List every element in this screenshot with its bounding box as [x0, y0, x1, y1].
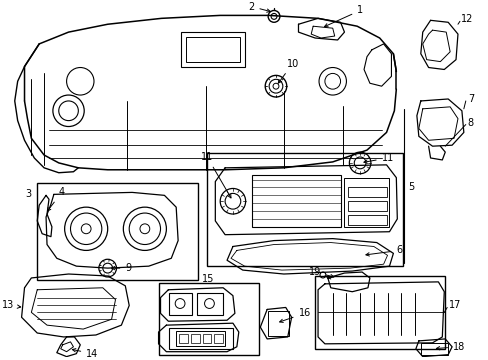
- Bar: [202, 334, 211, 343]
- Bar: [347, 188, 386, 197]
- Bar: [420, 343, 447, 355]
- Text: 16: 16: [279, 309, 310, 323]
- Text: 6: 6: [365, 246, 402, 256]
- Text: 15: 15: [202, 274, 214, 284]
- Text: 19: 19: [308, 267, 333, 278]
- Text: 5: 5: [407, 183, 413, 193]
- Bar: [344, 177, 388, 227]
- Bar: [347, 215, 386, 225]
- Bar: [185, 37, 239, 62]
- Text: 17: 17: [448, 301, 461, 310]
- Bar: [196, 293, 223, 315]
- Text: 11: 11: [201, 152, 230, 198]
- Bar: [267, 311, 288, 336]
- Text: 10: 10: [278, 59, 298, 83]
- Bar: [214, 334, 223, 343]
- Bar: [181, 32, 244, 67]
- Bar: [169, 293, 191, 315]
- Bar: [314, 276, 445, 349]
- Bar: [179, 334, 187, 343]
- Text: 1: 1: [324, 5, 363, 27]
- Text: 18: 18: [435, 342, 465, 352]
- Bar: [176, 331, 224, 346]
- Text: 14: 14: [72, 348, 98, 359]
- Text: 2: 2: [248, 1, 270, 12]
- Text: 13: 13: [1, 301, 20, 310]
- Bar: [190, 334, 199, 343]
- Bar: [169, 328, 232, 349]
- Bar: [37, 183, 197, 280]
- Bar: [207, 153, 403, 266]
- Bar: [252, 175, 340, 227]
- Bar: [158, 283, 259, 355]
- Text: 11: 11: [363, 153, 393, 163]
- Text: 12: 12: [460, 14, 472, 24]
- Text: 7: 7: [467, 94, 473, 104]
- Text: 4: 4: [47, 188, 65, 211]
- Text: 9: 9: [111, 263, 131, 273]
- Bar: [347, 201, 386, 211]
- Text: 8: 8: [467, 118, 473, 127]
- Text: 3: 3: [25, 189, 31, 199]
